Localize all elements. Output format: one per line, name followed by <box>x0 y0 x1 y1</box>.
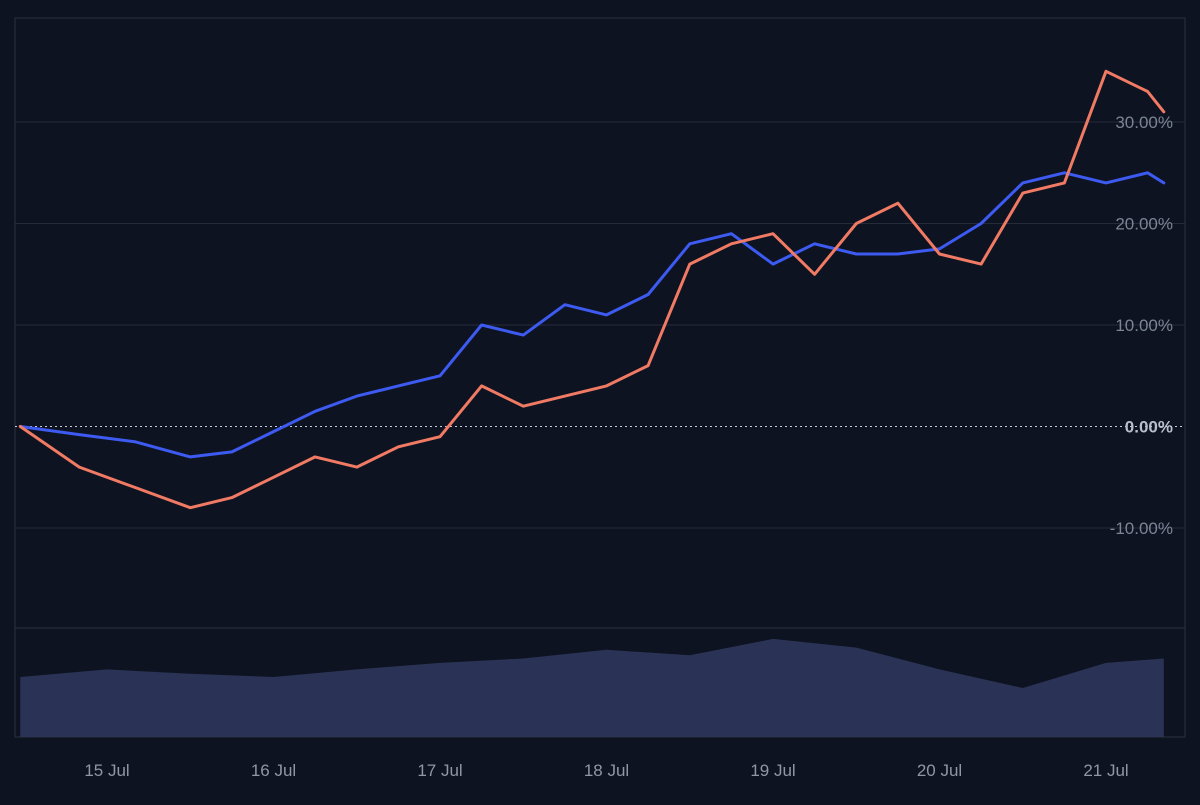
series-line-2 <box>18 69 1166 510</box>
volume-histogram <box>20 638 1164 737</box>
y-tick-label: 0.00% <box>1125 418 1173 437</box>
volume-area <box>20 638 1164 737</box>
y-axis-ticks: 30.00% 20.00% 10.00% 0.00% -10.00% <box>1110 113 1173 538</box>
series-lines <box>18 69 1166 510</box>
y-tick-label: 10.00% <box>1115 316 1173 335</box>
x-tick-label: 21 Jul <box>1083 761 1128 780</box>
x-tick-label: 19 Jul <box>750 761 795 780</box>
grid-lines <box>15 121 1185 529</box>
plot-border <box>14 17 1186 738</box>
x-tick-label: 17 Jul <box>417 761 462 780</box>
chart-frame <box>14 17 1186 738</box>
x-tick-label: 18 Jul <box>584 761 629 780</box>
y-tick-label: 20.00% <box>1115 215 1173 234</box>
x-axis-ticks: 15 Jul 16 Jul 17 Jul 18 Jul 19 Jul 20 Jul 21 J… <box>84 761 1128 780</box>
series-line-1 <box>18 171 1166 459</box>
x-tick-label: 15 Jul <box>84 761 129 780</box>
x-tick-label: 16 Jul <box>251 761 296 780</box>
y-tick-label: 30.00% <box>1115 113 1173 132</box>
y-tick-label: -10.00% <box>1110 519 1173 538</box>
x-tick-label: 20 Jul <box>917 761 962 780</box>
